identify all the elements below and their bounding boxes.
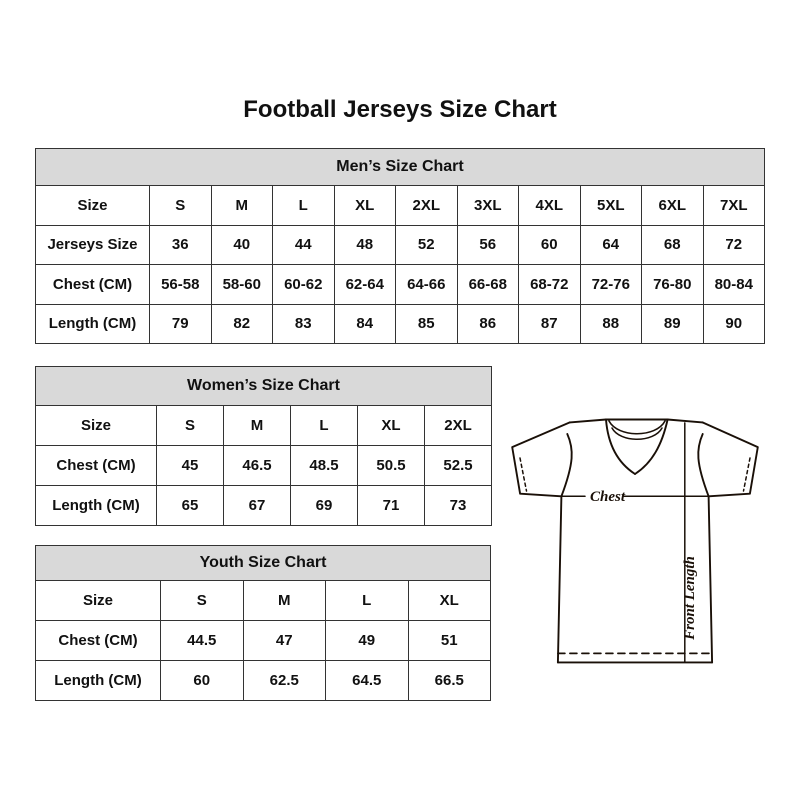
svg-text:Front Length: Front Length — [682, 556, 698, 641]
svg-text:Chest: Chest — [590, 489, 626, 505]
